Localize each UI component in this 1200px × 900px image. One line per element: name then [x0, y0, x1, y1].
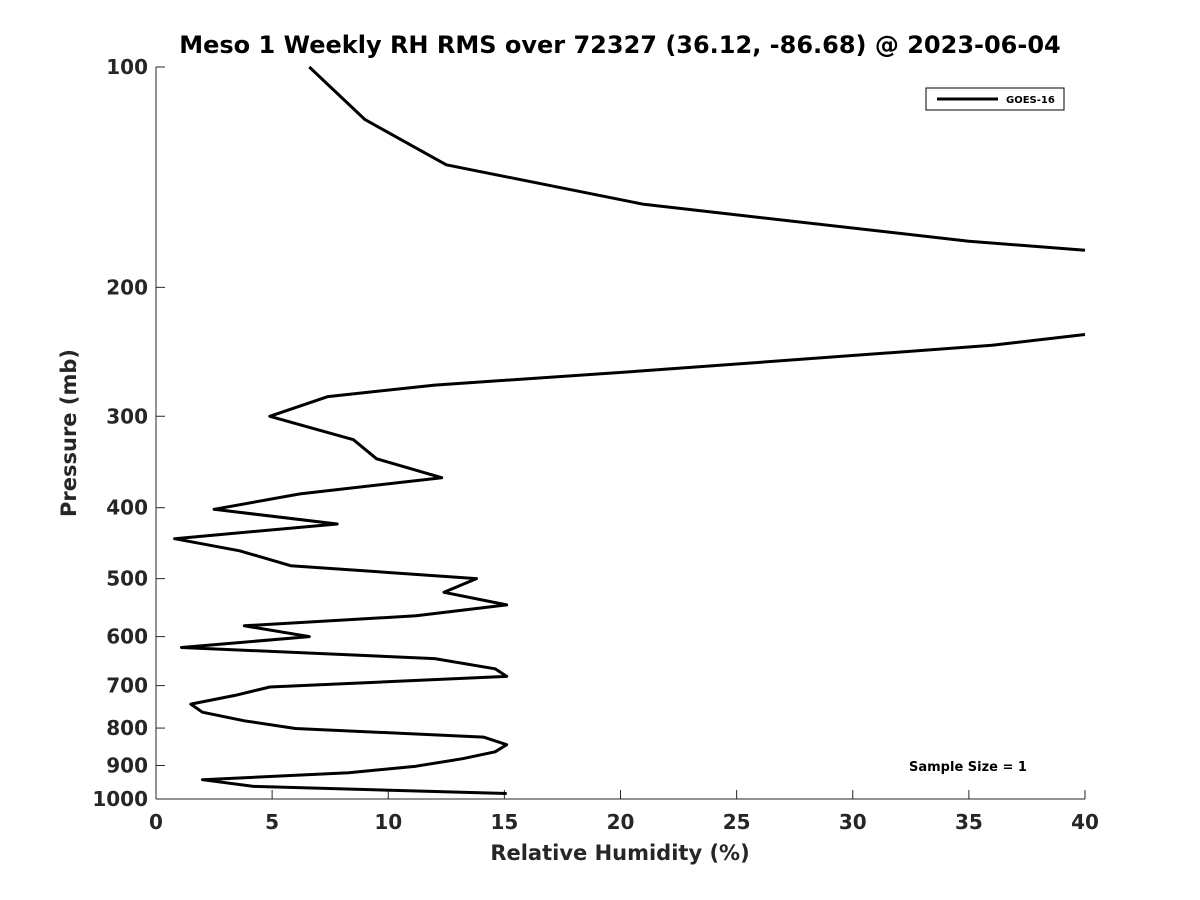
chart-title: Meso 1 Weekly RH RMS over 72327 (36.12, … — [179, 31, 1061, 59]
y-axis-label: Pressure (mb) — [57, 349, 81, 517]
x-tick-label-6: 30 — [839, 810, 867, 834]
legend: GOES-16 — [925, 87, 1065, 111]
x-tick-label-8: 40 — [1071, 810, 1099, 834]
legend-label: GOES-16 — [1006, 95, 1055, 106]
sample-size-note: Sample Size = 1 — [909, 760, 1027, 775]
y-axis-ticks: 100 200 300 400 500 600 700 800 900 1000 — [92, 55, 165, 811]
x-axis-ticks: 0 5 10 15 20 25 30 35 40 — [149, 790, 1099, 834]
y-tick-label-7: 800 — [106, 716, 148, 740]
x-tick-label-2: 10 — [374, 810, 402, 834]
x-axis-label: Relative Humidity (%) — [490, 841, 749, 865]
x-tick-label-1: 5 — [265, 810, 279, 834]
y-tick-label-2: 300 — [106, 404, 148, 428]
y-tick-label-8: 900 — [106, 754, 148, 778]
y-tick-label-1: 200 — [106, 275, 148, 299]
series-line-goes-16 — [173, 65, 1086, 795]
x-tick-label-5: 25 — [723, 810, 751, 834]
y-tick-label-6: 700 — [106, 674, 148, 698]
x-tick-label-0: 0 — [149, 810, 163, 834]
x-tick-label-3: 15 — [490, 810, 518, 834]
y-tick-label-3: 400 — [106, 496, 148, 520]
y-tick-label-5: 600 — [106, 625, 148, 649]
y-tick-label-4: 500 — [106, 567, 148, 591]
y-tick-label-9: 1000 — [92, 787, 148, 811]
y-tick-label-0: 100 — [106, 55, 148, 79]
x-tick-label-4: 20 — [607, 810, 635, 834]
x-tick-label-7: 35 — [955, 810, 983, 834]
